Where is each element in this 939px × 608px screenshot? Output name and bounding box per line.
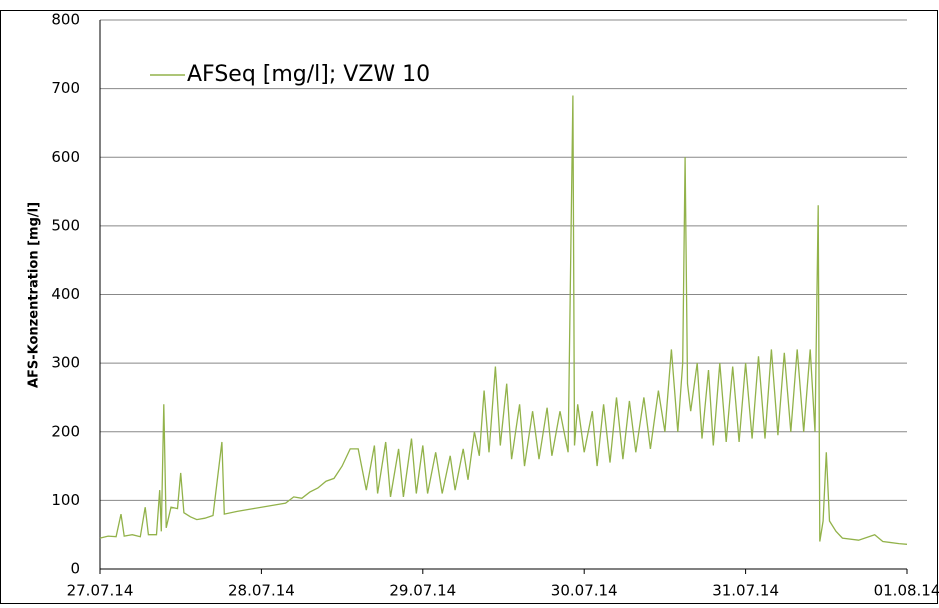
y-tick-label: 800 (51, 11, 80, 29)
frame (0, 10, 938, 604)
x-tick-label: 01.08.14 (874, 582, 939, 600)
y-tick-label: 0 (70, 560, 80, 578)
y-tick-label: 300 (51, 354, 80, 372)
y-tick-label: 500 (51, 216, 80, 234)
y-tick-label: 200 (51, 422, 80, 440)
x-tick-label: 28.07.14 (228, 582, 295, 600)
x-tick-label: 31.07.14 (712, 582, 779, 600)
x-tick-label: 27.07.14 (67, 582, 134, 600)
x-tick-label: 30.07.14 (551, 582, 618, 600)
x-tick-label: 29.07.14 (389, 582, 456, 600)
y-tick-label: 100 (51, 491, 80, 509)
y-tick-label: 700 (51, 79, 80, 97)
y-axis-label: AFS-Konzentration [mg/l] (27, 202, 42, 388)
legend-label: AFSeq [mg/l]; VZW 10 (187, 62, 430, 87)
y-tick-label: 400 (51, 285, 80, 303)
y-tick-label: 600 (51, 148, 80, 166)
data-line (99, 95, 908, 545)
